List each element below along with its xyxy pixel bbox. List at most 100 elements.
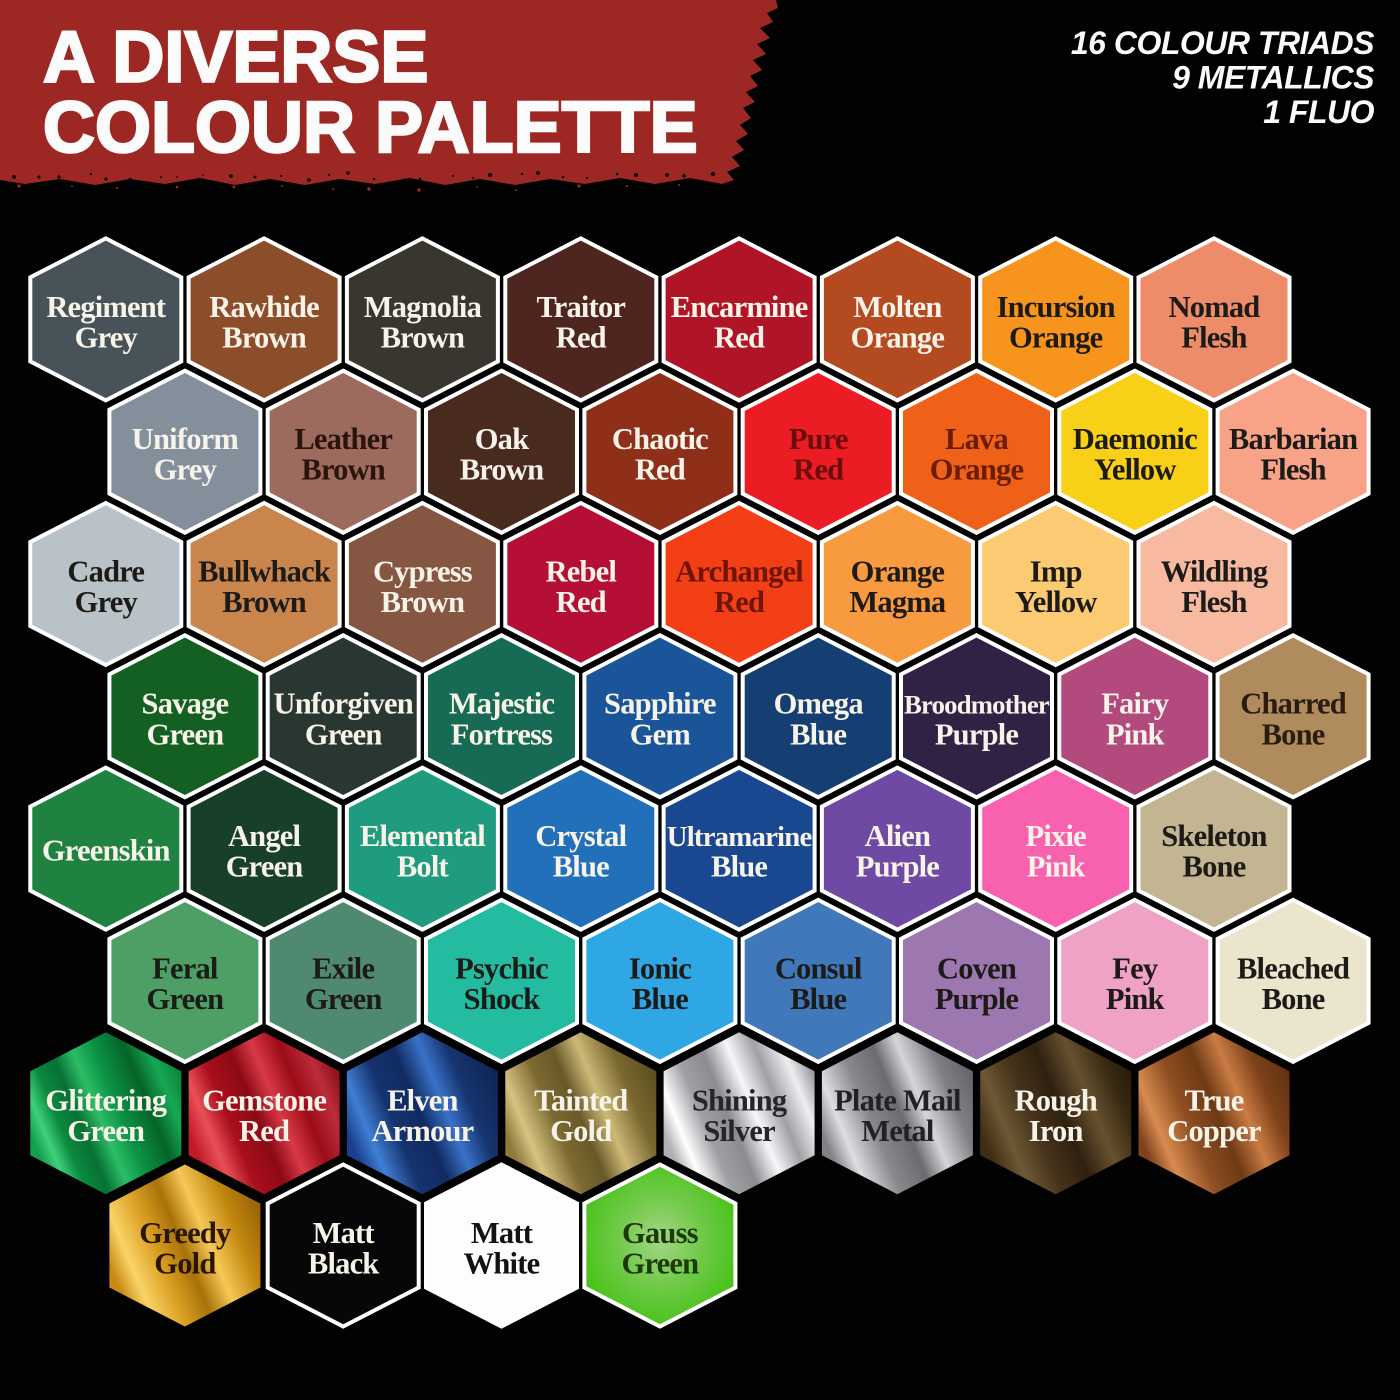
- svg-text:Leather: Leather: [294, 422, 392, 456]
- svg-text:9 METALLICS: 9 METALLICS: [1172, 60, 1375, 96]
- svg-text:Cadre: Cadre: [67, 554, 144, 588]
- svg-text:Metal: Metal: [861, 1114, 934, 1148]
- svg-text:Red: Red: [556, 320, 607, 354]
- svg-text:Bone: Bone: [1262, 982, 1325, 1016]
- svg-text:Pink: Pink: [1106, 982, 1165, 1016]
- svg-text:Brown: Brown: [222, 585, 306, 619]
- svg-text:Grey: Grey: [154, 453, 217, 487]
- svg-text:Orange: Orange: [851, 554, 945, 588]
- svg-text:Shock: Shock: [464, 982, 541, 1016]
- svg-text:Magnolia: Magnolia: [364, 290, 482, 324]
- svg-text:Gold: Gold: [550, 1114, 612, 1148]
- svg-text:Regiment: Regiment: [46, 290, 167, 324]
- svg-text:Ultramarine: Ultramarine: [667, 821, 813, 853]
- svg-text:Uniform: Uniform: [132, 422, 239, 456]
- svg-text:Brown: Brown: [381, 320, 465, 354]
- svg-text:Flesh: Flesh: [1181, 585, 1247, 619]
- svg-text:Bone: Bone: [1262, 717, 1325, 751]
- svg-text:Elven: Elven: [387, 1084, 458, 1118]
- svg-text:Ionic: Ionic: [629, 951, 691, 985]
- svg-text:Savage: Savage: [142, 687, 229, 721]
- svg-text:Broodmother: Broodmother: [904, 690, 1050, 720]
- svg-text:Magma: Magma: [849, 585, 945, 619]
- svg-text:Omega: Omega: [774, 687, 864, 721]
- svg-text:Rough: Rough: [1014, 1084, 1097, 1118]
- svg-text:Pixie: Pixie: [1026, 819, 1087, 853]
- svg-text:Matt: Matt: [313, 1216, 376, 1250]
- svg-text:Green: Green: [305, 982, 383, 1016]
- svg-text:Angel: Angel: [228, 819, 301, 853]
- svg-text:Gold: Gold: [154, 1247, 216, 1281]
- svg-text:A DIVERSE: A DIVERSE: [43, 18, 428, 98]
- svg-text:Red: Red: [239, 1114, 290, 1148]
- svg-text:Blue: Blue: [711, 850, 767, 884]
- svg-text:Brown: Brown: [222, 320, 306, 354]
- svg-text:White: White: [464, 1247, 540, 1281]
- svg-text:Armour: Armour: [371, 1114, 473, 1148]
- svg-text:Green: Green: [67, 1114, 145, 1148]
- svg-text:Molten: Molten: [853, 290, 942, 324]
- svg-text:Archangel: Archangel: [675, 554, 803, 588]
- svg-text:Red: Red: [714, 320, 765, 354]
- svg-text:Purple: Purple: [935, 982, 1019, 1016]
- svg-text:Pink: Pink: [1027, 850, 1086, 884]
- svg-text:Nomad: Nomad: [1169, 290, 1261, 324]
- svg-text:Cypress: Cypress: [373, 554, 473, 588]
- svg-text:Chaotic: Chaotic: [612, 422, 708, 456]
- svg-text:Greenskin: Greenskin: [42, 833, 171, 867]
- svg-text:Imp: Imp: [1030, 554, 1082, 588]
- svg-text:Black: Black: [308, 1247, 379, 1281]
- svg-text:Green: Green: [147, 982, 225, 1016]
- svg-text:Flesh: Flesh: [1181, 320, 1247, 354]
- svg-text:Oak: Oak: [475, 422, 529, 456]
- svg-text:Silver: Silver: [703, 1114, 775, 1148]
- svg-text:Matt: Matt: [471, 1216, 534, 1250]
- svg-text:Feral: Feral: [152, 951, 218, 985]
- svg-text:Gem: Gem: [630, 717, 691, 751]
- svg-text:Rawhide: Rawhide: [209, 290, 319, 324]
- svg-text:Crystal: Crystal: [535, 819, 626, 853]
- svg-text:Gemstone: Gemstone: [202, 1084, 326, 1118]
- svg-text:Brown: Brown: [460, 453, 544, 487]
- svg-text:Elemental: Elemental: [360, 819, 485, 853]
- svg-text:Blue: Blue: [553, 850, 609, 884]
- svg-text:Shining: Shining: [692, 1084, 787, 1118]
- svg-text:Sapphire: Sapphire: [604, 687, 716, 721]
- svg-text:Barbarian: Barbarian: [1229, 422, 1358, 456]
- svg-text:Gauss: Gauss: [622, 1216, 699, 1250]
- svg-text:Pure: Pure: [789, 422, 848, 456]
- svg-text:Lava: Lava: [945, 422, 1008, 456]
- svg-text:Blue: Blue: [632, 982, 688, 1016]
- svg-text:Purple: Purple: [856, 850, 940, 884]
- svg-text:Rebel: Rebel: [546, 554, 617, 588]
- svg-text:Iron: Iron: [1029, 1114, 1084, 1148]
- svg-text:Unforgiven: Unforgiven: [273, 687, 413, 721]
- svg-text:COLOUR PALETTE: COLOUR PALETTE: [43, 88, 698, 168]
- svg-text:Brown: Brown: [301, 453, 385, 487]
- svg-text:Bleached: Bleached: [1237, 951, 1350, 985]
- svg-text:Blue: Blue: [790, 717, 846, 751]
- svg-text:True: True: [1185, 1084, 1244, 1118]
- svg-text:Purple: Purple: [935, 717, 1019, 751]
- svg-text:Plate Mail: Plate Mail: [834, 1084, 961, 1118]
- svg-text:1 FLUO: 1 FLUO: [1263, 94, 1374, 130]
- svg-text:Greedy: Greedy: [139, 1216, 231, 1250]
- svg-text:Incursion: Incursion: [997, 290, 1116, 324]
- svg-text:Orange: Orange: [851, 320, 945, 354]
- svg-text:Traitor: Traitor: [536, 290, 625, 324]
- svg-text:Green: Green: [305, 717, 383, 751]
- svg-text:Red: Red: [714, 585, 765, 619]
- svg-text:Red: Red: [793, 453, 844, 487]
- svg-text:Bone: Bone: [1183, 850, 1246, 884]
- svg-text:Pink: Pink: [1106, 717, 1165, 751]
- svg-text:Flesh: Flesh: [1260, 453, 1326, 487]
- svg-text:Alien: Alien: [865, 819, 931, 853]
- svg-text:Grey: Grey: [75, 320, 138, 354]
- svg-text:Grey: Grey: [75, 585, 138, 619]
- svg-text:Yellow: Yellow: [1094, 453, 1176, 487]
- svg-text:Green: Green: [147, 717, 225, 751]
- svg-text:Fairy: Fairy: [1101, 687, 1169, 721]
- svg-text:Yellow: Yellow: [1015, 585, 1097, 619]
- svg-text:Fortress: Fortress: [451, 717, 553, 751]
- svg-text:Coven: Coven: [937, 951, 1017, 985]
